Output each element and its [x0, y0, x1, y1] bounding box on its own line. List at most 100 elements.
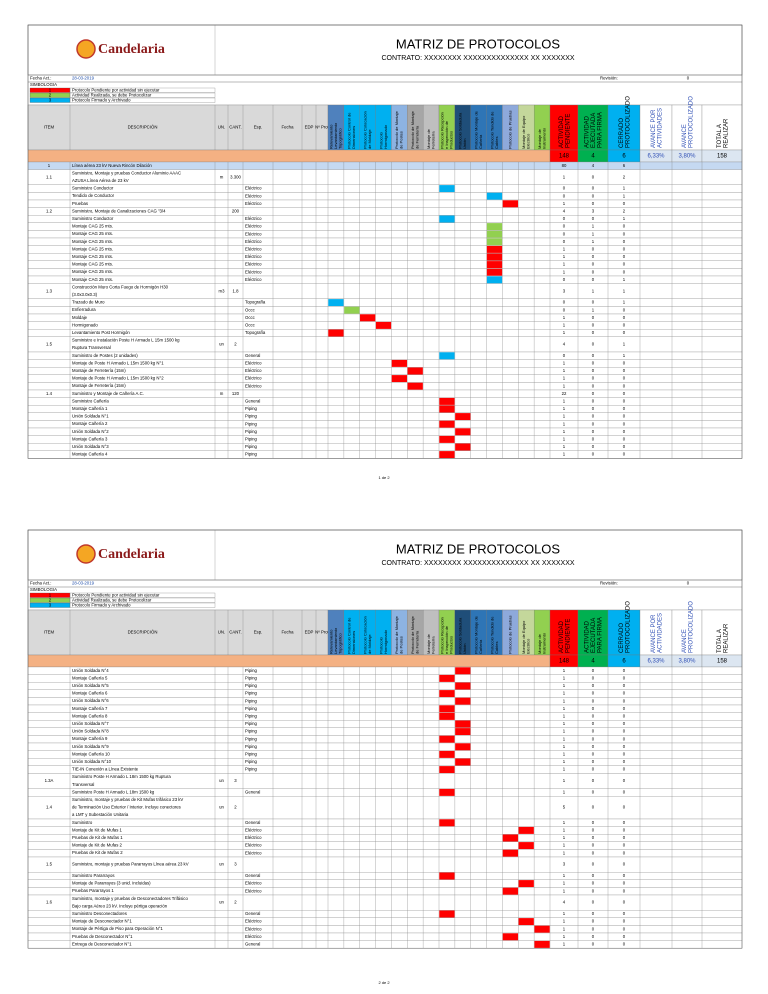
row-count: 0	[623, 942, 626, 947]
row-count: 0	[563, 231, 566, 236]
row-count: 2	[623, 209, 626, 214]
status-cell	[439, 420, 455, 428]
status-cell	[486, 238, 503, 246]
row-description: Suministro Conductor	[72, 186, 114, 191]
row-specialty: Piping	[245, 767, 258, 772]
row-count: 1	[563, 361, 566, 366]
row-description: Montaje de Pararrayos (3 unid. Incluidas…	[72, 881, 151, 886]
row-count: 0	[592, 778, 595, 783]
summary-header-text: ACTIVIDADPENDIENTE	[558, 114, 571, 148]
row-description: Montaje Cañería 2	[72, 421, 108, 426]
row-bg	[27, 887, 743, 896]
row-count: 1	[563, 452, 566, 457]
row-count: 0	[623, 368, 626, 373]
row-specialty: Eléctrico	[245, 231, 262, 236]
row-description: Montaje CAG 25 mts.	[72, 262, 113, 267]
row-count: 1	[563, 269, 566, 274]
legend-text-box	[69, 597, 216, 603]
legend-text-box	[69, 87, 216, 93]
row-count: 0	[623, 888, 626, 893]
row-specialty: Piping	[245, 414, 258, 419]
summary-header-text: CERRADOPROTOCOLIZADO	[618, 96, 631, 148]
row-count: 1	[623, 288, 626, 293]
row-bg	[27, 735, 743, 744]
row-count: 0	[592, 399, 595, 404]
row-count: 0	[592, 805, 595, 810]
legend-code: 1	[49, 87, 52, 92]
title: MATRIZ DE PROTOCOLOS	[396, 541, 561, 556]
summary-header-text: AVANCE PORACTIVIDADES	[650, 108, 663, 148]
page-border	[27, 24, 743, 459]
status-cell	[439, 750, 455, 758]
row-bg	[27, 712, 743, 721]
row-item: 1.5	[46, 862, 53, 867]
row-specialty: General	[245, 911, 260, 916]
page-footer: 2 de 2	[378, 980, 390, 985]
status-cell	[328, 329, 344, 337]
row-count: 0	[563, 277, 566, 282]
date-label: Fecha Act.:	[30, 581, 52, 586]
row-count: 3	[592, 209, 595, 214]
row-count: 22	[562, 391, 567, 396]
summary-header	[607, 104, 641, 151]
row-description: Hormigonado	[72, 323, 98, 328]
row-description: Suministro, montaje y pruebas de Descone…	[72, 896, 188, 909]
status-cell	[455, 720, 471, 728]
row-bg	[27, 382, 743, 391]
column-header: CANT.	[229, 125, 241, 130]
row-count: 0	[592, 683, 595, 688]
row-count: 0	[592, 911, 595, 916]
row-count: 1	[563, 376, 566, 381]
row-count: 1	[563, 698, 566, 703]
row-description: Montaje de Ferretería (15m)	[72, 368, 126, 373]
row-count: 1	[592, 224, 595, 229]
activity-header-text: Protocolo SoldaduraUnión	[458, 112, 468, 149]
row-description: Suministro, montaje y pruebas de Kit Muf…	[72, 797, 183, 817]
row-count: 0	[592, 174, 595, 179]
row-count: 6	[623, 163, 626, 168]
legend-text: Protocolo Pendiente por actividad sin ej…	[72, 87, 160, 92]
row-specialty: Eléctrico	[245, 843, 262, 848]
row-count: 0	[623, 843, 626, 848]
row-description: Levantamiento Post Hormigón	[72, 330, 130, 335]
row-bg	[27, 758, 743, 766]
row-specialty: Eléctrico	[245, 247, 262, 252]
row-count: 1	[563, 721, 566, 726]
status-cell	[439, 819, 455, 827]
row-description: Montaje de Poste H Armado L 15m 1500 kg …	[72, 376, 164, 381]
row-bg	[27, 298, 743, 307]
row-count: 1	[563, 323, 566, 328]
row-bg	[27, 750, 743, 759]
row-count: 0	[592, 421, 595, 426]
activity-header-text: Protocolo de Pruebas	[507, 616, 512, 654]
status-cell	[518, 842, 534, 850]
row-count: 1	[563, 444, 566, 449]
row-specialty: Eléctrico	[245, 368, 262, 373]
row-count: 0	[623, 744, 626, 749]
row-description: Pruebas de Kit de Mufas 1	[72, 835, 123, 840]
row-bg	[27, 697, 743, 706]
row-count: 0	[592, 759, 595, 764]
row-count: 1	[563, 315, 566, 320]
row-count: 1	[592, 239, 595, 244]
row-bg	[27, 682, 743, 690]
row-count: 0	[563, 307, 566, 312]
row-count: 0	[623, 778, 626, 783]
row-count: 1	[563, 888, 566, 893]
row-item: 1.4	[46, 391, 53, 396]
row-count: 4	[563, 900, 566, 905]
revision: 0	[687, 581, 690, 586]
row-description: Suministro, Montaje de Canalizaciones CA…	[72, 209, 166, 214]
row-description: Montaje Cañería 5	[72, 676, 108, 681]
date-label: Fecha Act.:	[30, 76, 52, 81]
row-bg	[27, 818, 743, 827]
row-count: 0	[623, 361, 626, 366]
status-cell	[439, 705, 455, 713]
row-count: 1	[563, 752, 566, 757]
row-specialty: Piping	[245, 406, 258, 411]
row-bg	[27, 245, 743, 254]
status-cell	[407, 382, 423, 390]
row-count: 0	[623, 247, 626, 252]
activity-header-text: Protocolo de Pruebas	[507, 111, 512, 149]
row-description: Montaje CAG 25 mts.	[72, 254, 113, 259]
